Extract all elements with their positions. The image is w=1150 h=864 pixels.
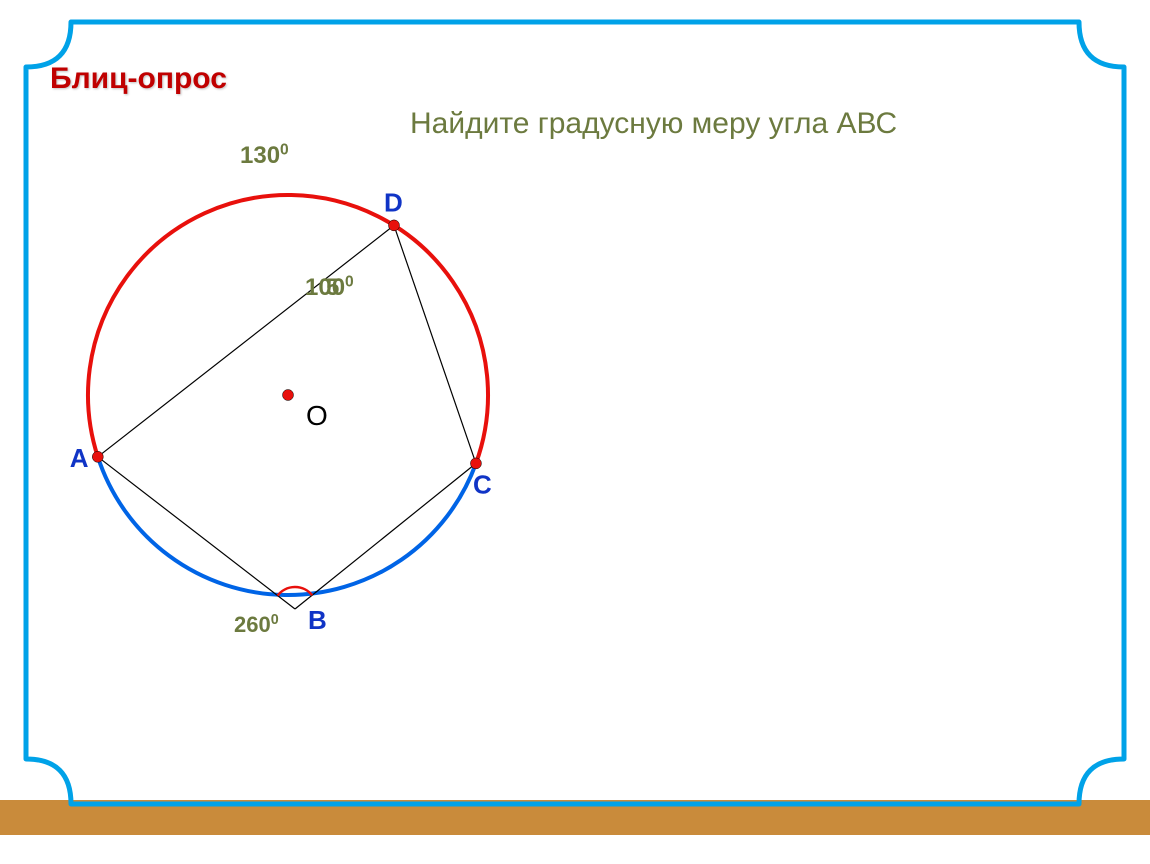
arc-red [88, 195, 488, 463]
slide-title: Блиц-опрос [50, 62, 227, 96]
label-C: C [473, 469, 492, 499]
point-A [92, 451, 103, 462]
label-O: O [306, 400, 328, 431]
label-A: A [70, 443, 89, 473]
angle-measure-D-overlay: 5 [326, 274, 339, 301]
question-prompt: Найдите градусную меру угла АВС [410, 107, 897, 141]
point-C [470, 458, 481, 469]
segment-BC [295, 463, 476, 609]
arc-blue [98, 457, 476, 595]
arc-measure-top: 1300 [240, 141, 289, 169]
label-B: B [308, 605, 327, 635]
arc-measure-bottom: 2600 [234, 612, 279, 637]
point-O [283, 390, 294, 401]
segment-AB [98, 457, 295, 609]
point-D [388, 220, 399, 231]
slide: ABCDO1300100052600 Блиц-опрос Найдите гр… [0, 0, 1150, 864]
label-D: D [384, 187, 403, 217]
